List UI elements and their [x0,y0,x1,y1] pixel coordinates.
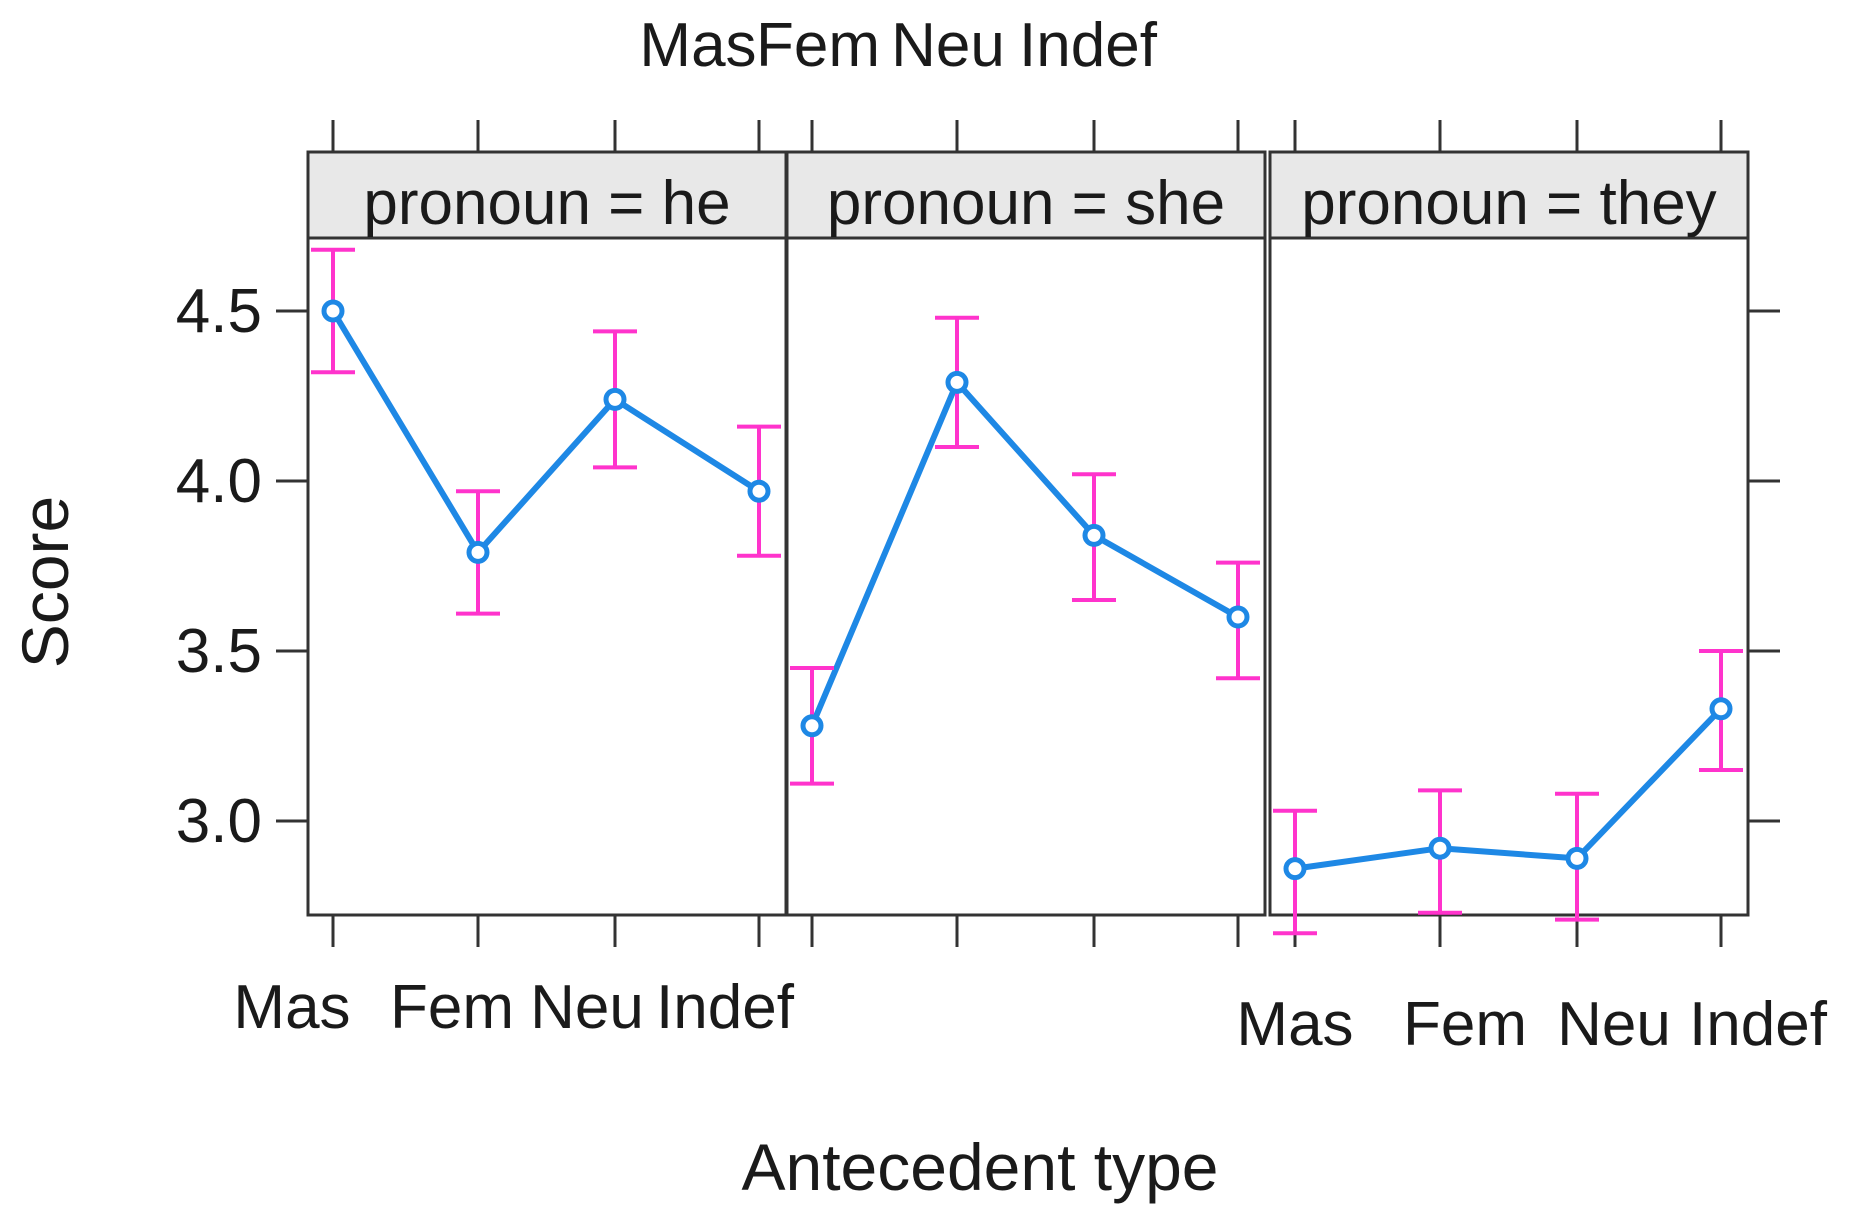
text-layer: pronoun = he pronoun = she pronoun = they 3… [176,11,1828,1059]
data-point [1428,836,1452,860]
panel-frame [785,236,1267,917]
data-point [603,387,627,411]
panel-frame [306,236,788,917]
y-tick-label: 3.0 [176,787,262,856]
data-point [747,479,771,503]
x-tick-label: Fem [1403,990,1527,1059]
strip-layer [306,150,1750,240]
y-axis-title: Score [8,496,82,668]
data-point [800,714,824,738]
x-tick-label: Neu [891,11,1005,80]
data-point [1709,697,1733,721]
x-tick-label: Mas [233,973,350,1042]
strip-label: pronoun = he [363,169,730,238]
data-point [945,370,969,394]
series-line [809,379,1240,727]
data-point [1283,857,1307,881]
strip-label: pronoun = she [827,169,1225,238]
x-tick-label: Mas [639,11,756,80]
x-tick-label: Mas [1236,990,1353,1059]
series-line [330,309,761,556]
tick-layer [276,120,1780,947]
x-axis-title: Antecedent type [741,1130,1218,1204]
series-line [1294,706,1724,872]
y-tick-label: 4.5 [176,277,262,346]
y-tick-label: 4.0 [176,447,262,516]
x-tick-label: Neu [530,973,644,1042]
strip-label: pronoun = they [1301,169,1716,238]
x-tick-label: Fem [756,11,880,80]
x-tick-label: Fem [390,973,514,1042]
y-tick-label: 3.5 [176,617,262,686]
data-point [1565,846,1589,870]
x-tick-label: Indef [1019,11,1158,80]
data-point [1226,605,1250,629]
panel-frame-layer [306,236,1750,917]
x-tick-label: Indef [656,973,795,1042]
strip-background [1268,150,1750,240]
data-point [1082,523,1106,547]
data-point [321,299,345,323]
x-tick-label: Indef [1689,990,1828,1059]
panel-frame [1268,236,1750,917]
strip-background [306,150,788,240]
data-mark-layer [311,247,1743,936]
data-point [466,540,490,564]
strip-background [785,150,1267,240]
x-tick-label: Neu [1557,990,1671,1059]
